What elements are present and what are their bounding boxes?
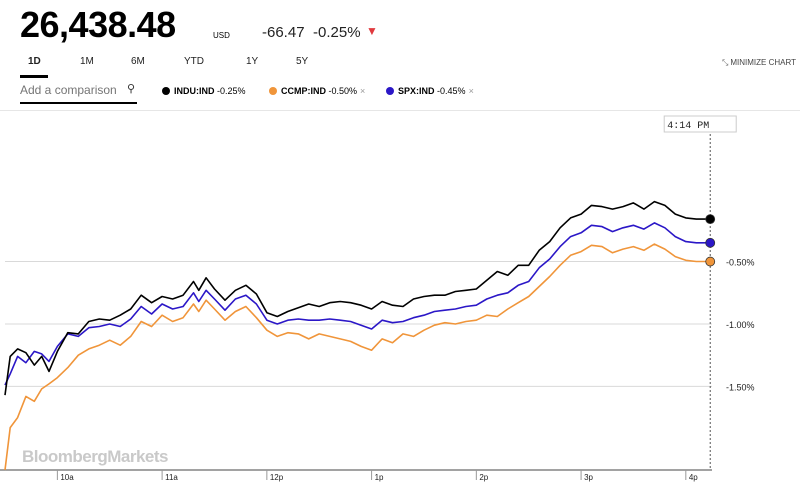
series-end-marker-ccmp (705, 256, 716, 267)
series-end-marker-indu (705, 214, 716, 225)
currency-label: USD (213, 31, 230, 40)
legend-value: -0.25% (217, 86, 246, 96)
legend-ticker: SPX:IND (398, 86, 435, 96)
index-price: 26,438.48 (20, 4, 176, 45)
x-tick-label: 2p (479, 473, 488, 482)
x-tick-label: 1p (375, 473, 384, 482)
collapse-icon: ⤡ (721, 58, 729, 67)
remove-comparison-icon[interactable]: × (360, 86, 366, 96)
bloomberg-watermark: BloombergMarkets (22, 447, 168, 466)
tab-1m[interactable]: 1M (80, 56, 94, 67)
legend-dot (386, 87, 394, 95)
tab-6m[interactable]: 6M (131, 56, 145, 67)
series-line-spx (4, 222, 711, 386)
series-line-ccmp (4, 243, 711, 471)
legend-item-spx: SPX:IND -0.45% × (386, 86, 474, 96)
tab-5y[interactable]: 5Y (296, 56, 309, 67)
legend-item-indu: INDU:IND -0.25% (162, 86, 246, 96)
y-tick-label: -1.00% (726, 320, 755, 330)
price-change-percent: -0.25% (313, 24, 361, 41)
series-end-marker-spx (705, 237, 716, 248)
crosshair-time-label: 4:14 PM (667, 121, 709, 132)
x-tick-label: 10a (60, 473, 74, 482)
tab-1y[interactable]: 1Y (246, 56, 259, 67)
legend-item-ccmp: CCMP:IND -0.50% × (269, 86, 365, 96)
crosshair-label-box (663, 115, 737, 133)
legend-dot (269, 87, 277, 95)
y-tick-label: -0.50% (726, 258, 755, 268)
y-tick-label: -1.50% (726, 382, 755, 392)
price-change: -66.47 (262, 24, 305, 41)
series-line-indu (4, 200, 711, 396)
comparison-input[interactable] (20, 80, 120, 100)
tab-ytd[interactable]: YTD (184, 56, 204, 67)
x-tick-label: 4p (689, 473, 698, 482)
header-divider (0, 110, 800, 111)
legend-value: -0.45% (437, 86, 466, 96)
legend-value: -0.50% (328, 86, 358, 96)
active-tab-indicator (20, 75, 48, 78)
tab-1d[interactable]: 1D (28, 56, 41, 67)
legend-dot (162, 87, 170, 95)
x-tick-label: 3p (584, 473, 593, 482)
comparison-search: ⚲ (20, 80, 137, 104)
down-triangle-icon: ▼ (366, 24, 378, 38)
legend-ticker: CCMP:IND (281, 86, 326, 96)
minimize-chart-button[interactable]: ⤡ MINIMIZE CHART (722, 58, 796, 68)
x-tick-label: 11a (165, 473, 178, 482)
x-tick-label: 12p (270, 473, 284, 482)
minimize-chart-label: MINIMIZE CHART (730, 58, 796, 67)
remove-comparison-icon[interactable]: × (468, 86, 474, 96)
search-icon[interactable]: ⚲ (126, 83, 135, 95)
legend-ticker: INDU:IND (174, 86, 215, 96)
